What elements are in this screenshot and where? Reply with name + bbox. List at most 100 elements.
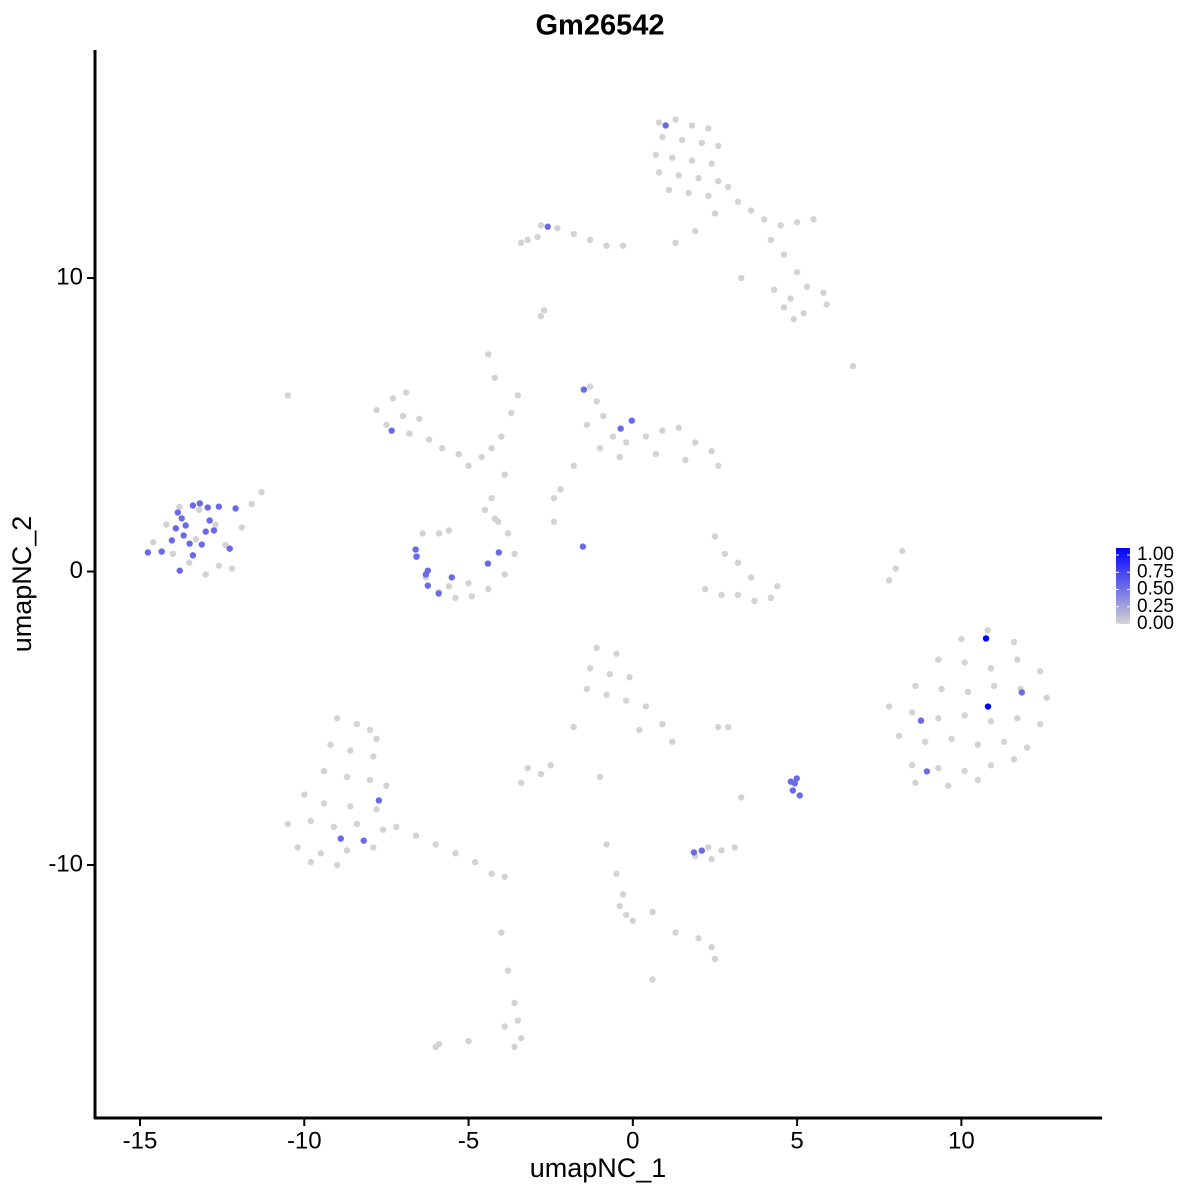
cell-point (501, 873, 508, 880)
cell-point (780, 304, 788, 311)
cell-point (642, 433, 650, 440)
cell-point (534, 233, 541, 241)
cell-point (767, 594, 775, 602)
cell-point (465, 1037, 472, 1045)
cell-point (885, 703, 893, 710)
cell-point (675, 172, 683, 179)
points (144, 116, 1051, 1051)
cell-point (485, 351, 492, 358)
cell-point (718, 591, 725, 599)
cell-point (935, 764, 942, 772)
cell-point (435, 590, 442, 597)
cell-point (987, 665, 995, 672)
cell-point (465, 580, 472, 587)
cell-point (711, 210, 719, 217)
cell-point (690, 849, 698, 856)
cell-point (593, 644, 600, 652)
cell-point (402, 389, 410, 396)
cell-point (347, 747, 354, 754)
cell-point (445, 527, 453, 534)
cell-point (544, 223, 551, 230)
cell-point (669, 738, 676, 745)
cell-point (626, 673, 633, 681)
cell-point (613, 870, 620, 878)
cell-point (623, 697, 630, 704)
cell-point (514, 392, 522, 399)
cell-point (307, 817, 315, 825)
cell-point (800, 310, 807, 317)
cell-point (780, 251, 788, 258)
cell-point (747, 207, 755, 214)
cell-point (961, 712, 968, 719)
cell-point (672, 239, 679, 247)
cell-point (672, 116, 679, 123)
cell-point (343, 847, 351, 854)
cell-point (606, 671, 614, 678)
cell-point (554, 224, 561, 232)
cell-point (672, 929, 679, 936)
cell-point (192, 536, 200, 543)
cell-point (912, 682, 919, 690)
cell-point (652, 450, 660, 458)
cell-point (501, 571, 508, 578)
cell-point (248, 500, 255, 508)
cell-point (715, 177, 722, 185)
cell-point (478, 453, 485, 461)
cell-point (465, 462, 472, 470)
cell-point (320, 800, 328, 807)
cell-point (370, 844, 377, 851)
cell-point (1010, 638, 1018, 646)
cell-point (495, 549, 502, 556)
cell-point (537, 312, 545, 320)
cell-point (488, 445, 495, 452)
cell-point (793, 775, 800, 782)
cell-point (675, 424, 683, 431)
cell-point (655, 169, 663, 176)
cell-point (284, 820, 292, 828)
cell-point (935, 656, 942, 663)
cell-point (537, 770, 545, 778)
cell-point (189, 502, 197, 509)
cell-point (517, 1034, 525, 1042)
cell-point (445, 583, 453, 590)
cell-point (796, 792, 803, 799)
cell-point (609, 433, 617, 440)
cell-point (810, 216, 817, 223)
cell-point (711, 955, 719, 963)
cell-point (327, 741, 334, 748)
cell-point (935, 715, 942, 722)
cell-point (366, 776, 374, 784)
cell-point (649, 908, 656, 916)
cell-point (222, 541, 229, 549)
cell-point (849, 362, 857, 370)
cell-point (186, 559, 193, 566)
cell-point (412, 546, 419, 553)
cell-point (583, 421, 591, 428)
x-axis-label: umapNC_1 (530, 1153, 667, 1183)
cell-point (701, 585, 709, 593)
cell-point (168, 537, 176, 544)
cell-point (789, 787, 797, 794)
cell-point (196, 500, 204, 507)
cell-point (320, 767, 328, 775)
cell-point (337, 835, 344, 842)
cell-point (774, 583, 781, 590)
cell-point (375, 797, 383, 804)
cell-point (232, 505, 239, 512)
cell-point (688, 122, 696, 129)
cell-point (1023, 744, 1031, 751)
cell-point (948, 735, 955, 743)
cell-point (747, 574, 755, 581)
cell-point (734, 591, 742, 599)
cell-point (540, 307, 548, 314)
cell-point (432, 841, 439, 848)
cell-point (448, 574, 456, 581)
cell-point (984, 703, 992, 710)
cell-point (419, 530, 426, 537)
cell-point (793, 268, 801, 276)
cell-point (144, 549, 152, 556)
cell-point (623, 911, 630, 919)
cell-point (366, 726, 374, 734)
cell-point (734, 198, 742, 205)
